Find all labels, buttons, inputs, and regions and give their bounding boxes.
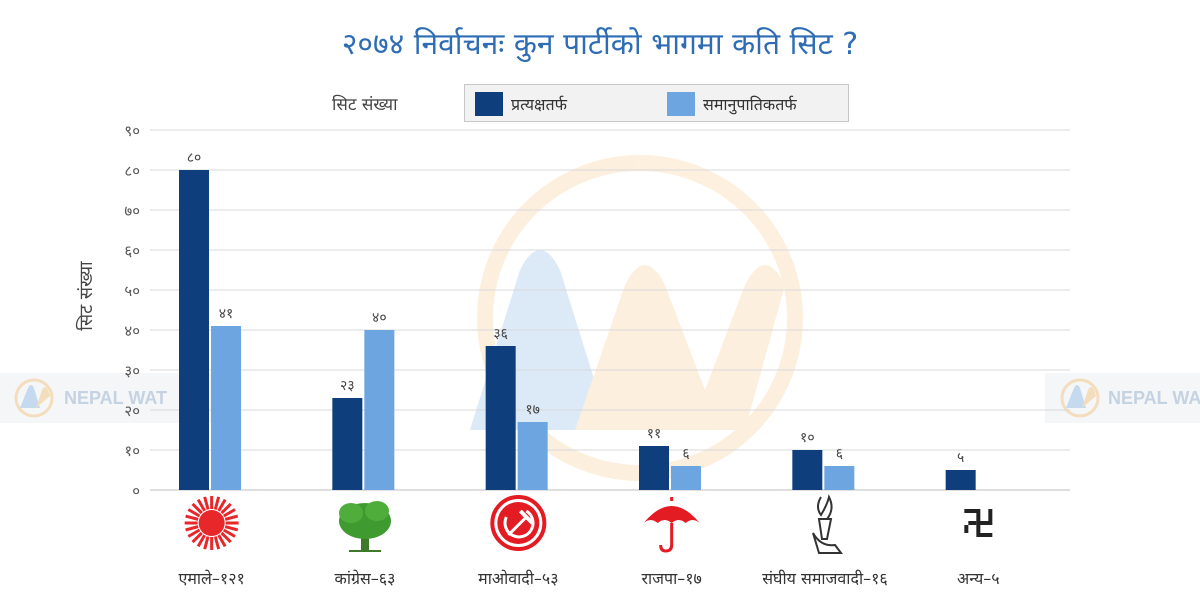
x-tick-label: राजपा–१७ — [641, 569, 701, 588]
watermark-text-right: NEPAL WAT — [1108, 388, 1200, 408]
bar — [517, 422, 548, 490]
x-tick-label: माओवादी–५३ — [478, 569, 558, 588]
bar-value-label: २३ — [340, 378, 355, 394]
bar — [485, 346, 516, 490]
legend-label-proportional: समानुपातिकतर्फ — [703, 95, 797, 114]
legend: प्रत्यक्षतर्फ समानुपातिकतर्फ — [464, 84, 849, 122]
y-tick-label: ५० — [124, 282, 140, 300]
hammer-sickle-symbol — [490, 495, 547, 551]
bar — [332, 398, 363, 490]
bar — [179, 170, 209, 490]
x-tick-label: अन्य–५ — [957, 569, 1000, 588]
legend-title: सिट संख्या — [332, 95, 398, 115]
bar — [671, 466, 701, 490]
bar-value-label: ३६ — [493, 326, 508, 342]
bar-value-label: १० — [800, 430, 815, 446]
umbrella-symbol — [643, 497, 700, 553]
watermark-mini-logo-right — [1060, 378, 1100, 418]
hand-torch-symbol — [812, 494, 843, 554]
swastika-symbol — [964, 509, 993, 537]
bars: ८० ४१ २३ ४० ३६ १७ ११ ६ १० ६ ५ — [179, 150, 976, 490]
legend-swatch-direct — [475, 92, 503, 116]
y-axis-ticks: ० १० २० ३० ४० ५० ६० ७० ८० ९० — [124, 122, 140, 500]
y-tick-label: ० — [132, 482, 140, 500]
y-tick-label: ६० — [124, 242, 140, 260]
y-tick-label: ९० — [124, 122, 140, 140]
x-tick-label: संघीय समाजवादी–१६ — [762, 569, 888, 588]
x-axis-labels: एमाले–१२१ कांग्रेस–६३ माओवादी–५३ राजपा–१७ सं… — [178, 569, 999, 588]
sun-symbol — [184, 496, 239, 550]
y-tick-label: ७० — [124, 202, 140, 220]
y-tick-label: २० — [124, 402, 140, 420]
y-tick-label: ३० — [124, 362, 140, 380]
bar — [211, 326, 241, 490]
bar-value-label: ६ — [682, 446, 689, 462]
party-symbols — [184, 494, 993, 554]
bar-value-label: ५ — [957, 450, 964, 466]
legend-swatch-proportional — [667, 92, 695, 116]
bar-value-label: १७ — [525, 402, 540, 418]
y-tick-label: ८० — [124, 162, 140, 180]
bar-value-label: ८० — [187, 150, 202, 166]
x-tick-label: एमाले–१२१ — [178, 569, 244, 588]
watermark-text-left: NEPAL WAT — [64, 388, 167, 408]
chart-title: २०७४ निर्वाचनः कुन पार्टीको भागमा कति सि… — [341, 27, 859, 62]
bar — [945, 470, 976, 490]
legend-label-direct: प्रत्यक्षतर्फ — [511, 95, 567, 114]
bar-value-label: ४१ — [219, 306, 234, 322]
bar — [639, 446, 669, 490]
grid — [150, 129, 1070, 491]
bar-value-label: ६ — [836, 446, 843, 462]
y-axis-label: सिट संख्या — [75, 261, 97, 331]
y-tick-label: ४० — [124, 322, 140, 340]
y-tick-label: १० — [124, 442, 140, 460]
bar-value-label: ११ — [647, 426, 662, 442]
bar — [364, 330, 395, 490]
tree-symbol — [339, 501, 391, 552]
bar — [792, 450, 823, 490]
bar — [824, 466, 855, 490]
bar-value-label: ४० — [372, 310, 387, 326]
x-tick-label: कांग्रेस–६३ — [335, 569, 396, 588]
watermark-mini-logo-left — [14, 378, 54, 418]
